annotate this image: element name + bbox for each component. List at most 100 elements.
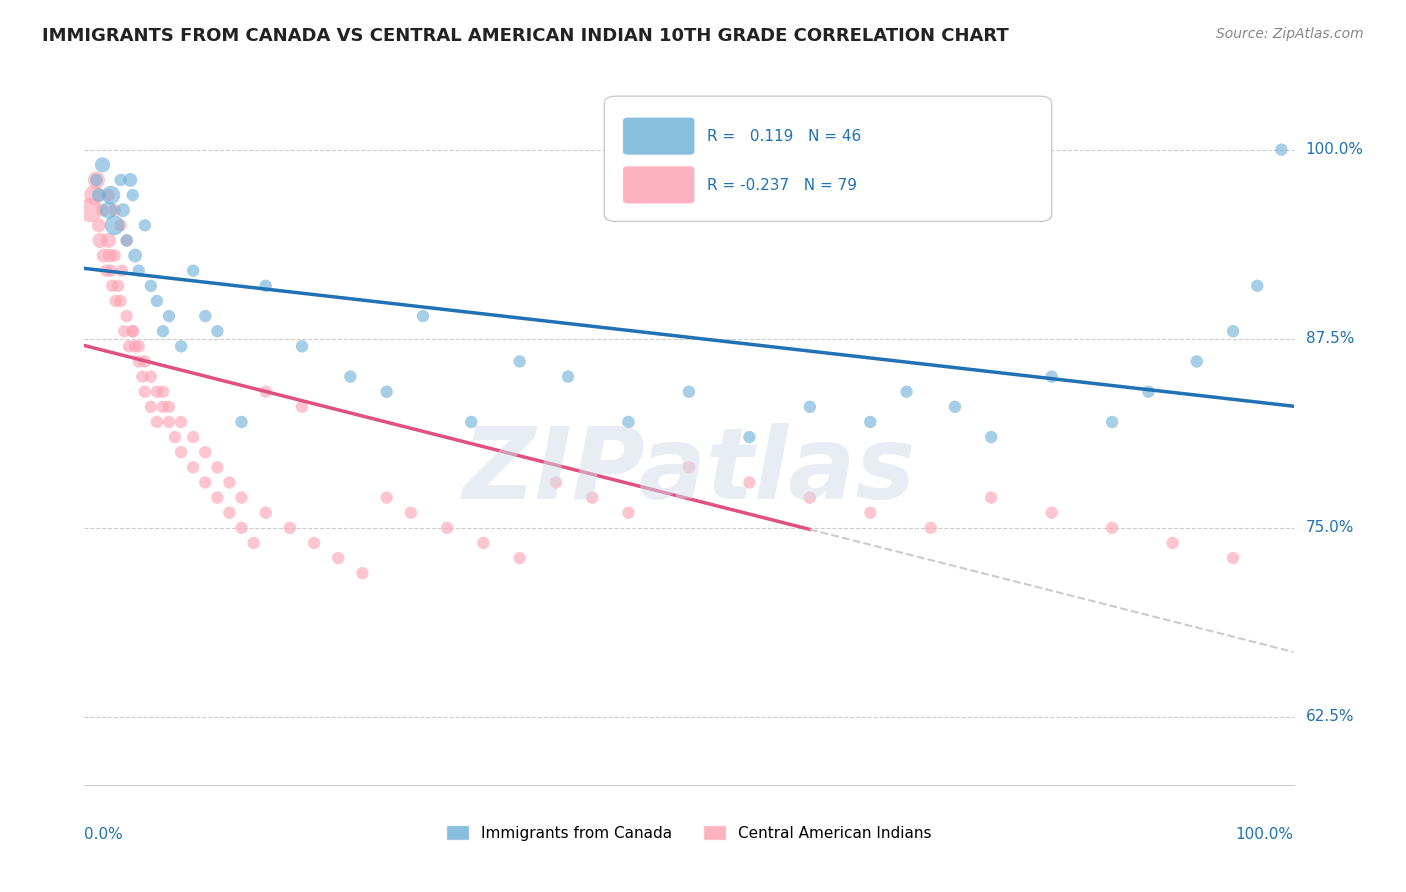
Point — [124, 249, 146, 263]
Point — [170, 445, 193, 459]
Point — [859, 506, 882, 520]
Legend: Immigrants from Canada, Central American Indians: Immigrants from Canada, Central American… — [440, 819, 938, 847]
Point — [131, 369, 153, 384]
Point — [98, 249, 121, 263]
Point — [165, 430, 187, 444]
Point — [1222, 324, 1244, 338]
Text: 62.5%: 62.5% — [1306, 709, 1354, 724]
Point — [291, 400, 314, 414]
Point — [436, 521, 458, 535]
Point — [920, 521, 942, 535]
Point — [218, 506, 240, 520]
Point — [121, 324, 143, 338]
Point — [93, 249, 115, 263]
Point — [1040, 506, 1063, 520]
Point — [97, 188, 120, 202]
Point — [115, 234, 138, 248]
Point — [128, 354, 150, 368]
Point — [544, 475, 567, 490]
Point — [375, 384, 398, 399]
Point — [115, 234, 138, 248]
Point — [134, 354, 156, 368]
Point — [83, 188, 105, 202]
Point — [509, 551, 531, 566]
Point — [1101, 521, 1123, 535]
Point — [152, 324, 174, 338]
Point — [121, 188, 143, 202]
Point — [91, 158, 114, 172]
Text: R =   0.119   N = 46: R = 0.119 N = 46 — [707, 129, 862, 144]
Point — [100, 188, 122, 202]
Point — [112, 203, 135, 218]
Point — [120, 173, 142, 187]
Point — [146, 384, 169, 399]
Point — [302, 536, 325, 550]
Text: 75.0%: 75.0% — [1306, 520, 1354, 535]
Point — [128, 339, 150, 353]
Point — [1161, 536, 1184, 550]
Point — [581, 491, 603, 505]
Point — [152, 400, 174, 414]
Point — [399, 506, 422, 520]
Point — [121, 324, 143, 338]
Point — [86, 173, 108, 187]
Point — [111, 263, 134, 277]
Text: 87.5%: 87.5% — [1306, 331, 1354, 346]
Point — [207, 491, 229, 505]
Point — [170, 339, 193, 353]
Point — [799, 491, 821, 505]
Point — [139, 278, 162, 293]
Point — [181, 460, 204, 475]
Point — [181, 263, 204, 277]
Point — [412, 309, 434, 323]
FancyBboxPatch shape — [623, 166, 695, 204]
FancyBboxPatch shape — [605, 96, 1052, 221]
Point — [104, 293, 127, 308]
Point — [101, 278, 124, 293]
Point — [460, 415, 482, 429]
Point — [97, 203, 120, 218]
Point — [104, 249, 127, 263]
Text: ZIPatlas: ZIPatlas — [463, 424, 915, 520]
Point — [194, 475, 217, 490]
Point — [104, 203, 127, 218]
Point — [89, 234, 111, 248]
Point — [157, 400, 180, 414]
Point — [87, 219, 110, 233]
Point — [218, 475, 240, 490]
Text: IMMIGRANTS FROM CANADA VS CENTRAL AMERICAN INDIAN 10TH GRADE CORRELATION CHART: IMMIGRANTS FROM CANADA VS CENTRAL AMERIC… — [42, 27, 1010, 45]
Point — [100, 263, 122, 277]
Point — [128, 263, 150, 277]
Point — [352, 566, 374, 581]
Text: 100.0%: 100.0% — [1306, 142, 1364, 157]
Point — [207, 460, 229, 475]
Point — [980, 430, 1002, 444]
Point — [231, 521, 253, 535]
Point — [557, 369, 579, 384]
Point — [1040, 369, 1063, 384]
Point — [170, 415, 193, 429]
Point — [86, 173, 108, 187]
Point — [231, 491, 253, 505]
FancyBboxPatch shape — [623, 117, 695, 155]
Point — [1222, 551, 1244, 566]
Point — [115, 309, 138, 323]
Point — [375, 491, 398, 505]
Point — [291, 339, 314, 353]
Point — [134, 384, 156, 399]
Point — [110, 173, 132, 187]
Point — [97, 234, 120, 248]
Point — [157, 309, 180, 323]
Point — [146, 293, 169, 308]
Point — [87, 188, 110, 202]
Point — [107, 278, 129, 293]
Point — [328, 551, 350, 566]
Point — [194, 309, 217, 323]
Point — [124, 339, 146, 353]
Point — [118, 339, 141, 353]
Point — [254, 506, 277, 520]
Point — [207, 324, 229, 338]
Point — [1185, 354, 1208, 368]
Point — [231, 415, 253, 429]
Point — [1137, 384, 1160, 399]
